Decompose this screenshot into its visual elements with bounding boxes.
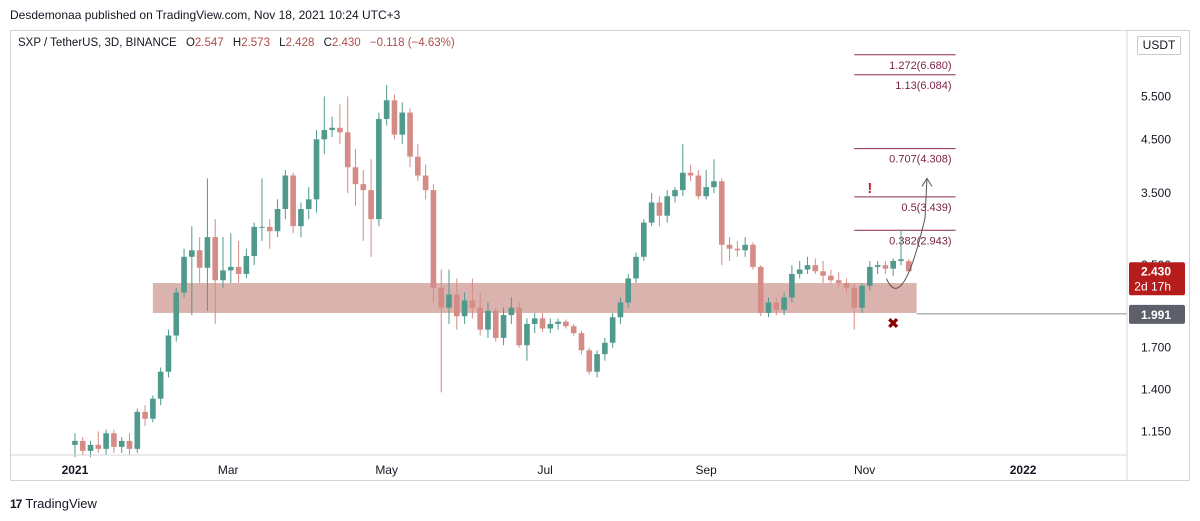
chart-frame — [10, 30, 1190, 481]
legend-low-label: L — [279, 37, 286, 49]
tradingview-logo[interactable]: 17 TradingView — [10, 496, 97, 511]
currency-button[interactable]: USDT — [1137, 36, 1181, 55]
tradingview-brand: TradingView — [25, 496, 97, 511]
tradingview-logo-icon: 17 — [10, 497, 22, 511]
legend-low: 2.428 — [285, 37, 315, 49]
legend-open-label: O — [185, 37, 195, 49]
publish-bar: Desdemonaa published on TradingView.com,… — [0, 0, 1200, 30]
legend-change: −0.118 (−4.63%) — [369, 37, 455, 49]
footer-bar — [0, 482, 1200, 521]
legend-high-label: H — [232, 37, 242, 49]
chart-legend: SXP / TetherUS, 3D, BINANCE O2.547 H2.57… — [18, 37, 455, 49]
publish-info: Desdemonaa published on TradingView.com,… — [10, 8, 401, 22]
legend-open: 2.547 — [194, 37, 224, 49]
legend-close-label: C — [323, 37, 332, 49]
legend-high: 2.573 — [241, 37, 270, 49]
legend-close: 2.430 — [331, 37, 361, 49]
legend-symbol: SXP / TetherUS, 3D, BINANCE — [18, 37, 177, 49]
